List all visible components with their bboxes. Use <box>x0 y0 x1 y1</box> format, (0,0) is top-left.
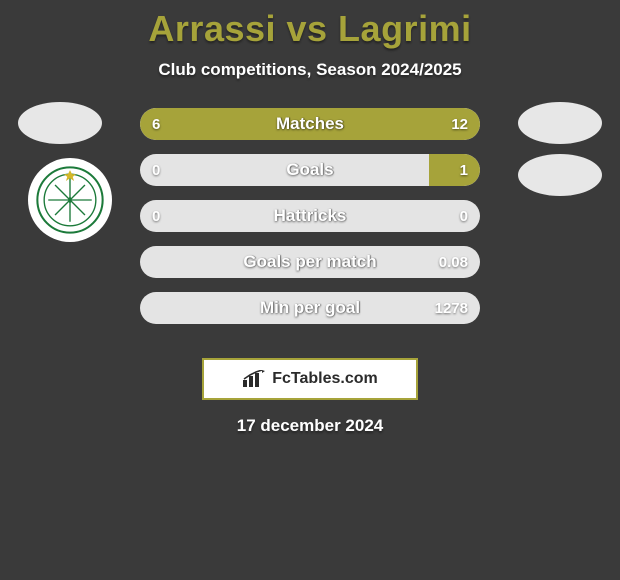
stat-bar: Goals01 <box>140 154 480 186</box>
brand-box[interactable]: FcTables.com <box>202 358 418 400</box>
stat-bar: Hattricks0 0 <box>140 200 480 232</box>
bar-label: Min per goal <box>140 292 480 324</box>
content-root: Arrassi vs Lagrimi Club competitions, Se… <box>0 0 620 436</box>
brand-text: FcTables.com <box>272 370 378 388</box>
bar-fill-left <box>140 108 252 140</box>
stat-bar: Min per goal1278 <box>140 292 480 324</box>
bar-value-left: 0 <box>152 154 160 186</box>
bar-fill-right <box>429 154 480 186</box>
stat-bar: Goals per match0.08 <box>140 246 480 278</box>
bar-value-right: 0 <box>460 200 468 232</box>
stat-bar: Matches612 <box>140 108 480 140</box>
left-club-badge-1 <box>18 102 102 144</box>
club-crest-icon <box>36 166 104 234</box>
bar-value-right: 1278 <box>435 292 468 324</box>
bar-label: Goals per match <box>140 246 480 278</box>
stats-area: Matches612Goals01Hattricks00Goals per ma… <box>0 108 620 338</box>
right-club-badge-2 <box>518 154 602 196</box>
bar-fill-right <box>252 108 480 140</box>
bar-chart-icon <box>242 370 266 388</box>
bar-value-left: 0 <box>152 200 160 232</box>
bar-value-right: 0.08 <box>439 246 468 278</box>
right-club-badge-1 <box>518 102 602 144</box>
bar-label: Hattricks <box>140 200 480 232</box>
season-subtitle: Club competitions, Season 2024/2025 <box>0 60 620 80</box>
page-title: Arrassi vs Lagrimi <box>0 0 620 50</box>
left-club-logo <box>28 158 112 242</box>
date-text: 17 december 2024 <box>0 416 620 436</box>
stat-bars: Matches612Goals01Hattricks00Goals per ma… <box>140 108 480 324</box>
